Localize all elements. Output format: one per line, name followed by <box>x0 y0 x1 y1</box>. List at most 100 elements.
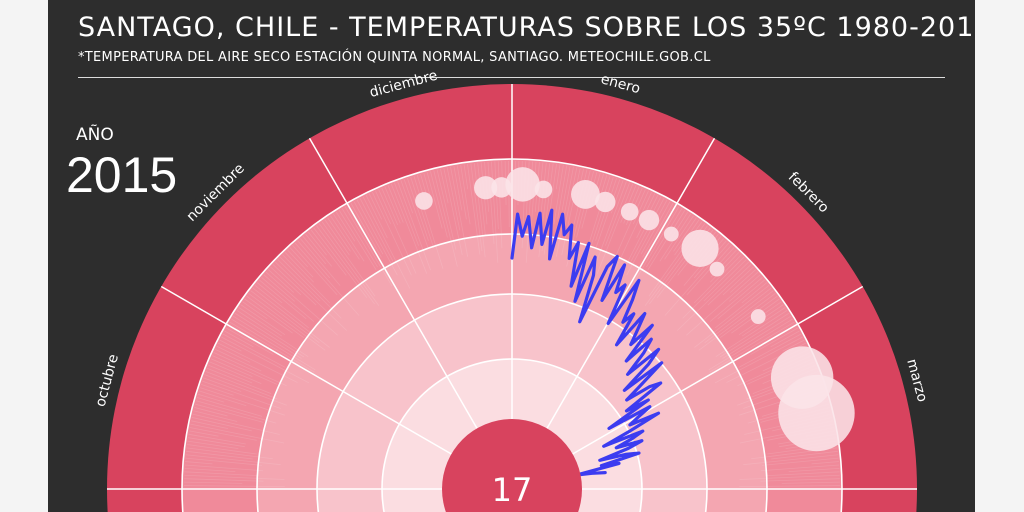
streak <box>184 474 285 480</box>
streak <box>327 217 351 252</box>
streak <box>184 464 264 472</box>
streak <box>254 284 309 329</box>
streak <box>191 417 252 432</box>
streak <box>762 457 839 466</box>
streak <box>770 330 800 348</box>
streak <box>216 345 251 363</box>
chart-subtitle: *TEMPERATURA DEL AIRE SECO ESTACIÓN QUIN… <box>78 50 711 65</box>
streak <box>344 206 393 287</box>
streak <box>204 374 287 406</box>
streak <box>632 190 649 225</box>
streak <box>781 481 840 484</box>
year-label: AÑO <box>76 125 114 145</box>
month-divider <box>546 137 716 429</box>
streak <box>694 254 742 304</box>
streak <box>219 339 242 352</box>
month-label-marzo: marzo <box>903 357 930 404</box>
streak <box>192 413 280 435</box>
streak <box>400 180 414 214</box>
streak <box>222 333 286 368</box>
streak <box>561 168 581 255</box>
streak <box>365 195 388 239</box>
streak <box>741 307 786 337</box>
streak <box>184 468 236 472</box>
streak <box>771 450 838 460</box>
streak <box>714 336 803 384</box>
streak <box>707 264 752 306</box>
streak <box>750 327 798 355</box>
streak <box>403 179 429 248</box>
streak <box>256 282 283 304</box>
streak <box>426 172 443 229</box>
streak <box>194 407 228 417</box>
month-label-enero: enero <box>599 71 642 97</box>
streak <box>765 471 840 477</box>
streak <box>553 164 564 225</box>
streak <box>229 321 315 373</box>
streak <box>709 276 763 322</box>
streak <box>413 175 444 269</box>
streak <box>722 266 754 296</box>
streak <box>209 361 262 384</box>
streak <box>430 171 448 238</box>
streak <box>589 176 614 249</box>
hot-day-bubbles <box>415 167 855 452</box>
chart-title: SANTAGO, CHILE - TEMPERATURAS SOBRE LOS … <box>78 12 975 43</box>
streak <box>460 164 471 225</box>
streak <box>185 461 213 465</box>
streak <box>267 269 295 293</box>
streak <box>233 315 302 359</box>
streak <box>463 164 469 190</box>
streak <box>191 420 229 430</box>
streak <box>284 251 315 283</box>
streak <box>694 287 772 348</box>
streak <box>248 293 326 351</box>
streak <box>394 182 420 246</box>
streak <box>359 198 394 262</box>
streak <box>242 301 268 320</box>
streak <box>282 254 330 304</box>
streak <box>250 290 320 344</box>
streak <box>277 259 321 302</box>
streak <box>719 312 790 358</box>
streak <box>390 183 428 274</box>
streak <box>686 244 732 296</box>
streak <box>741 282 768 304</box>
streak <box>263 274 295 302</box>
streak <box>719 295 778 339</box>
streak <box>350 203 382 258</box>
streak <box>218 342 298 383</box>
streak <box>272 264 317 306</box>
streak <box>287 249 314 278</box>
streak <box>563 167 578 231</box>
streak <box>188 433 246 445</box>
streak <box>555 166 574 257</box>
streak <box>397 181 431 271</box>
streak <box>221 336 310 384</box>
streak <box>738 333 802 368</box>
streak <box>410 176 435 249</box>
streak <box>595 179 621 248</box>
streak <box>703 259 747 302</box>
streak <box>226 327 274 355</box>
streak <box>313 227 368 299</box>
streak <box>715 310 788 357</box>
streak <box>446 167 461 231</box>
streak <box>593 181 627 271</box>
streak <box>341 208 378 268</box>
streak <box>717 279 765 320</box>
streak <box>470 163 483 252</box>
streak <box>307 231 327 256</box>
month-divider <box>308 137 478 429</box>
hot-day-bubble <box>571 180 600 209</box>
streak <box>729 274 761 302</box>
streak <box>212 355 278 385</box>
hot-day-bubble <box>474 176 498 200</box>
streak <box>676 261 750 331</box>
streak <box>279 256 342 319</box>
streak <box>450 166 469 257</box>
streak <box>210 358 253 378</box>
streak <box>378 189 417 274</box>
streak <box>664 242 730 316</box>
streak <box>436 169 457 250</box>
